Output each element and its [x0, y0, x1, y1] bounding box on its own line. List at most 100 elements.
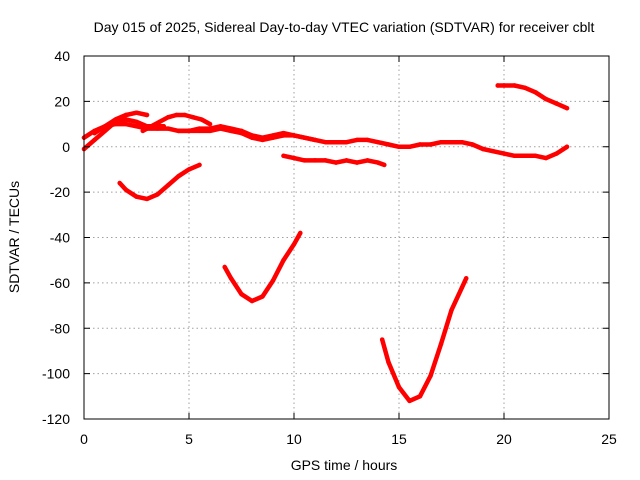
- data-point: [260, 135, 265, 140]
- data-point: [380, 337, 385, 342]
- data-point: [140, 128, 145, 134]
- data-point: [495, 83, 500, 88]
- data-point: [102, 128, 108, 134]
- data-point: [323, 140, 328, 145]
- data-point: [123, 187, 129, 193]
- x-tick-label: 20: [496, 431, 512, 447]
- data-point: [298, 230, 303, 236]
- data-point: [386, 360, 391, 365]
- data-point: [333, 140, 339, 145]
- data-point: [512, 83, 517, 88]
- data-point: [207, 121, 213, 127]
- data-point: [302, 135, 307, 140]
- series-arc-9: [379, 276, 469, 404]
- data-point: [123, 117, 129, 122]
- data-point: [117, 180, 122, 186]
- data-point: [218, 124, 223, 129]
- x-tick-label: 0: [80, 431, 88, 447]
- chart-title: Day 015 of 2025, Sidereal Day-to-day VTE…: [94, 19, 595, 35]
- data-point: [480, 146, 486, 152]
- data-point: [354, 160, 360, 165]
- data-point: [281, 153, 286, 159]
- x-axis-ticks: 0 5 10 15 20 25: [80, 56, 617, 447]
- data-point: [123, 112, 129, 118]
- data-point: [438, 341, 444, 347]
- data-point: [176, 174, 181, 179]
- data-point: [501, 151, 507, 156]
- data-point: [144, 196, 150, 202]
- data-point: [428, 373, 433, 379]
- data-series: [81, 83, 570, 404]
- data-point: [239, 128, 244, 134]
- data-point: [564, 144, 570, 149]
- data-point: [365, 158, 370, 163]
- data-point: [344, 158, 349, 163]
- data-point: [407, 398, 412, 404]
- data-point: [491, 149, 496, 154]
- data-point: [459, 285, 465, 290]
- data-point: [302, 158, 307, 163]
- data-point: [333, 160, 339, 165]
- data-point: [197, 162, 202, 168]
- data-point: [113, 117, 118, 122]
- data-point: [291, 133, 297, 138]
- data-point: [228, 126, 234, 131]
- data-point: [191, 115, 196, 120]
- data-point: [222, 264, 227, 270]
- data-point: [382, 162, 387, 168]
- data-point: [134, 194, 139, 199]
- x-tick-label: 5: [185, 431, 193, 447]
- data-point: [176, 128, 181, 134]
- data-point: [249, 298, 255, 304]
- data-point: [174, 112, 179, 118]
- data-point: [396, 385, 402, 390]
- data-point: [228, 276, 234, 281]
- data-point: [102, 124, 108, 129]
- data-point: [197, 126, 202, 131]
- data-point: [149, 124, 154, 129]
- data-point: [554, 101, 559, 106]
- data-point: [199, 117, 204, 122]
- data-point: [522, 153, 528, 159]
- data-point: [386, 142, 391, 147]
- data-point: [281, 257, 286, 263]
- data-point: [165, 126, 171, 131]
- data-point: [92, 130, 97, 136]
- data-point: [165, 115, 171, 120]
- data-point: [182, 112, 187, 118]
- data-point: [92, 137, 97, 143]
- y-tick-label: -20: [50, 184, 70, 200]
- data-point: [134, 110, 139, 115]
- data-point: [123, 121, 129, 127]
- y-tick-label: -40: [50, 230, 70, 246]
- data-point: [501, 83, 507, 88]
- data-point: [207, 126, 213, 131]
- data-point: [375, 140, 381, 145]
- data-point: [312, 158, 318, 163]
- data-point: [543, 96, 549, 102]
- data-point: [161, 124, 166, 129]
- data-point: [533, 153, 538, 159]
- x-axis-label: GPS time / hours: [291, 457, 398, 473]
- data-point: [459, 140, 465, 145]
- data-point: [564, 105, 570, 111]
- data-point: [134, 119, 139, 124]
- data-point: [249, 133, 255, 138]
- data-point: [543, 155, 549, 161]
- data-point: [134, 124, 139, 129]
- data-point: [354, 137, 360, 143]
- data-point: [464, 276, 469, 281]
- data-point: [533, 90, 538, 95]
- data-point: [554, 151, 559, 156]
- data-point: [165, 183, 171, 188]
- data-point: [417, 394, 423, 399]
- data-point: [396, 144, 402, 149]
- data-point: [428, 142, 433, 147]
- y-tick-label: -60: [50, 275, 70, 291]
- data-point: [375, 160, 381, 165]
- data-point: [449, 140, 454, 145]
- data-point: [155, 192, 160, 197]
- data-point: [470, 142, 475, 147]
- y-tick-label: -80: [50, 320, 70, 336]
